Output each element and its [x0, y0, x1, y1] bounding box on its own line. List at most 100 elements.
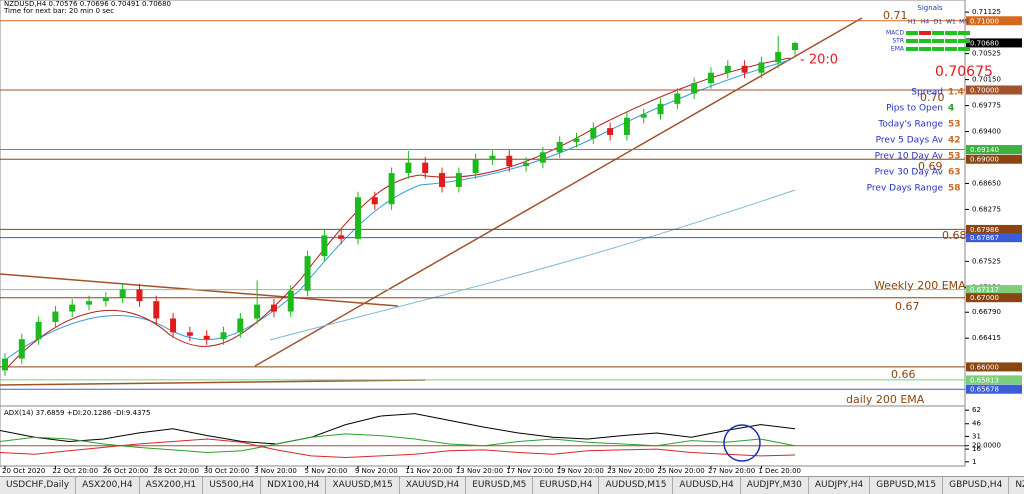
candle-body	[640, 114, 647, 118]
price-box	[966, 38, 1022, 48]
signals-column: MN	[959, 19, 969, 26]
info-value: 63	[948, 168, 961, 178]
levels: 0.71 0.70 0.69 0.68 Weekly 200 EMA 0.67 0.66 da…	[0, 9, 993, 406]
candle-body	[607, 128, 614, 135]
timer: Time for next bar: 20 min 0 sec	[3, 7, 114, 15]
candle-body	[623, 117, 630, 135]
y-tick-label: 0.70525	[972, 50, 1001, 58]
candles	[2, 36, 798, 376]
candle-body	[35, 321, 42, 340]
chart-tab[interactable]: AUDUSD,H4	[673, 477, 741, 494]
adx-line	[0, 433, 796, 454]
candle-body	[237, 318, 244, 333]
signal-cell	[932, 47, 944, 51]
info-label: Prev 30 Day Av	[875, 168, 944, 178]
signal-cell	[932, 31, 944, 35]
candle-body	[724, 65, 731, 73]
y-tick-label: 0.68650	[972, 179, 1001, 187]
chart-tab[interactable]: USDCHF,Daily	[0, 477, 77, 494]
chart-tab[interactable]: NZDUSD,M15	[1009, 477, 1024, 494]
annotation: - 20:0	[800, 53, 838, 68]
candle-body	[758, 62, 765, 73]
candle-body	[388, 173, 395, 205]
candle-body	[304, 256, 311, 291]
candle-body	[321, 235, 328, 257]
annotation: 0.71	[883, 9, 908, 22]
y-tick-label: 0.69775	[972, 102, 1001, 110]
candle-body	[102, 297, 109, 302]
x-tick-label: 13 Nov 20:00	[456, 467, 503, 475]
candle-body	[405, 162, 412, 174]
candle-body	[153, 301, 160, 319]
price-box	[966, 145, 1022, 155]
price-box-label: 0.70680	[970, 39, 999, 47]
x-tick-label: 5 Nov 20:00	[305, 467, 348, 475]
price-box-label: 0.65678	[970, 386, 999, 394]
price-box-label: 0.69000	[970, 156, 999, 164]
candle-body	[422, 162, 429, 174]
signals-row: EMA	[891, 46, 905, 53]
candle-body	[741, 65, 748, 73]
candle-body	[354, 197, 361, 239]
y-tick-label: 0.68275	[972, 205, 1001, 213]
chart-tab[interactable]: XAUUSD,M15	[326, 477, 400, 494]
info-label: Today's Range	[877, 120, 943, 130]
candle-body	[86, 301, 93, 305]
candle-body	[52, 311, 59, 322]
x-tick-label: 28 Oct 20:00	[153, 467, 199, 475]
price-box	[966, 285, 1022, 295]
tab-bar: USDCHF,Daily ASX200,H4 ASX200,H1 US500,H4 ND…	[0, 476, 1024, 494]
chart-tab[interactable]: NDX100,H4	[261, 477, 327, 494]
candle-body	[287, 290, 294, 312]
signal-cell	[906, 39, 918, 43]
x-tick-label: 19 Nov 20:00	[557, 467, 604, 475]
info-value: 4	[948, 104, 954, 114]
signals-column: H4	[921, 19, 930, 26]
price-box	[966, 154, 1022, 164]
chart-tab[interactable]: AUDJPY,M30	[741, 477, 809, 494]
price-box	[966, 293, 1022, 303]
price-box-label: 0.70000	[970, 87, 999, 95]
candle-body	[254, 304, 261, 319]
chart-tab[interactable]: EURUSD,H4	[533, 477, 600, 494]
candle-body	[119, 289, 126, 298]
info-value: 1.4	[948, 88, 964, 98]
candle-body	[590, 128, 597, 139]
chart-tab[interactable]: ASX200,H1	[140, 477, 204, 494]
chart-tab[interactable]: ASX200,H4	[76, 477, 140, 494]
y-tick-label: 0.71125	[972, 8, 1001, 16]
x-tick-label: 30 Oct 20:00	[204, 467, 250, 475]
candle-body	[455, 173, 462, 187]
price-box-label: 0.67117	[970, 286, 999, 294]
y-tick-label: 46	[972, 420, 981, 428]
signals-column: W1	[946, 19, 956, 26]
x-tick-label: 1 Dec 20:00	[758, 467, 801, 475]
candle-body	[691, 83, 698, 94]
x-tick-label: 22 Oct 20:00	[52, 467, 98, 475]
chart-tab[interactable]: AUDJPY,H4	[809, 477, 871, 494]
annotation: 0.70	[920, 91, 945, 104]
candle-body	[506, 155, 513, 167]
chart: 0.71 0.70 0.69 0.68 Weekly 200 EMA 0.67 0.66 da…	[0, 0, 1022, 475]
price-box-label: 0.71000	[970, 17, 999, 25]
candle-body	[775, 51, 782, 63]
annotation: 0.66	[891, 368, 916, 381]
candle-body	[523, 162, 530, 167]
price-box-label: 0.69140	[970, 146, 999, 154]
x-tick-label: 27 Nov 20:00	[708, 467, 755, 475]
price-box-label: 0.67986	[970, 226, 999, 234]
price-box	[966, 384, 1022, 394]
candle-body	[707, 72, 714, 84]
annotation: 0.69	[918, 160, 943, 173]
chart-tab[interactable]: GBPUSD,H4	[943, 477, 1010, 494]
chart-tab[interactable]: US500,H4	[203, 477, 262, 494]
annotation: 0.67	[895, 300, 920, 313]
x-tick-label: 25 Nov 20:00	[658, 467, 705, 475]
price-box	[966, 375, 1022, 385]
chart-tab[interactable]: GBPUSD,M15	[870, 477, 944, 494]
signal-cell	[958, 31, 970, 35]
chart-tab[interactable]: XAUUSD,H4	[400, 477, 467, 494]
chart-tab[interactable]: AUDUSD,M15	[599, 477, 674, 494]
trend-line	[0, 379, 426, 386]
chart-tab[interactable]: EURUSD,M5	[466, 477, 534, 494]
